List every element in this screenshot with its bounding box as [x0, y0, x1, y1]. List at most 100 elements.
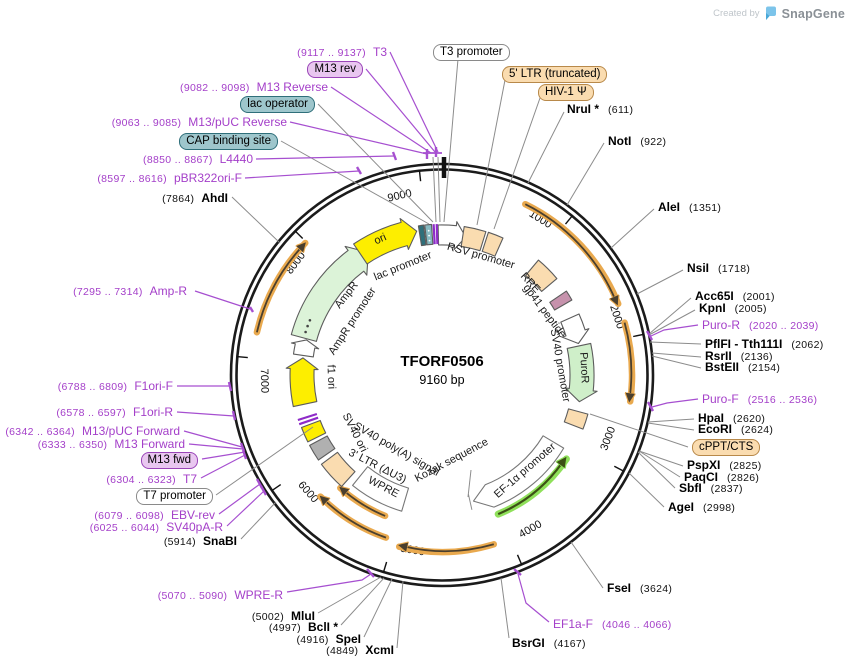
- callout-pspxi[interactable]: PspXI (2825): [687, 458, 762, 474]
- callout-position: (2001): [742, 291, 775, 303]
- callout-acc65i[interactable]: Acc65I (2001): [695, 289, 775, 305]
- callout-name: AgeI: [668, 500, 695, 514]
- callout-position: (2020 .. 2039): [749, 320, 819, 332]
- feature-ampr-promoter[interactable]: [290, 339, 320, 358]
- callout-bcli[interactable]: (4997) BclI *: [269, 620, 338, 636]
- feature-ori[interactable]: [353, 217, 418, 265]
- callout-puro-f[interactable]: Puro-F (2516 .. 2536): [702, 392, 817, 408]
- ring-tick-label: 3000: [598, 425, 618, 452]
- callout-puro-r[interactable]: Puro-R (2020 .. 2039): [702, 318, 819, 334]
- feature-lac-operator[interactable]: [424, 223, 434, 246]
- callout-position: (2624): [741, 424, 774, 436]
- callout-position: (7295 .. 7314): [73, 286, 143, 298]
- callout-t7-promoter[interactable]: T7 promoter: [136, 488, 213, 505]
- feature-3ltr-du3[interactable]: [320, 451, 356, 488]
- callout-t3-promoter[interactable]: T3 promoter: [433, 44, 510, 61]
- feature-f1-ori[interactable]: [285, 357, 319, 408]
- callout-position: (8597 .. 8616): [97, 173, 167, 185]
- callout-position: (2516 .. 2536): [747, 394, 818, 406]
- callout-noti[interactable]: NotI (922): [608, 134, 666, 150]
- callout-ef1a-f[interactable]: EF1a-F (4046 .. 4066): [553, 617, 672, 633]
- callout-agei[interactable]: AgeI (2998): [668, 500, 735, 516]
- callout-bsrgi[interactable]: BsrGI (4167): [512, 636, 586, 652]
- callout-sbfi[interactable]: SbfI (2837): [679, 481, 743, 497]
- callout-nrui[interactable]: NruI * (611): [567, 102, 633, 118]
- callout-pbr322ori-f[interactable]: (8597 .. 8616) pBR322ori-F: [97, 171, 242, 187]
- feature-5ltr-truncated[interactable]: [460, 226, 487, 252]
- callout-paqci[interactable]: PaqCI (2826): [684, 470, 759, 486]
- callout-name: BsrGI: [512, 636, 545, 650]
- feature-cppt-cts[interactable]: [563, 408, 589, 430]
- feature-sv40-promoter[interactable]: [560, 313, 590, 345]
- callout-sv40pa-r[interactable]: (6025 .. 6044) SV40pA-R: [90, 520, 223, 536]
- callout-f1ori-f[interactable]: (6788 .. 6809) F1ori-F: [58, 379, 173, 395]
- callout-snabi[interactable]: (5914) SnaBI: [164, 534, 237, 550]
- callout-name: EF1a-F: [553, 617, 594, 631]
- callout-ecori[interactable]: EcoRI (2624): [698, 422, 773, 438]
- callout-box-label: lac operator: [240, 96, 315, 113]
- callout-m13-reverse[interactable]: (9082 .. 9098) M13 Reverse: [180, 80, 328, 96]
- label-gp41-peptide[interactable]: gp41 peptide: [520, 282, 568, 340]
- callout-name: EBV-rev: [170, 508, 215, 522]
- label-f1-ori[interactable]: f1 ori: [325, 364, 338, 389]
- callout-xcmi[interactable]: (4849) XcmI: [326, 643, 394, 659]
- feature-hiv1-psi[interactable]: [481, 231, 504, 257]
- callout-wpre-r[interactable]: (5070 .. 5090) WPRE-R: [158, 588, 283, 604]
- callout-position: (2062): [791, 339, 824, 351]
- callout-hiv1-psi[interactable]: HIV-1 Ψ: [538, 84, 594, 101]
- callout-m13-puc-forward[interactable]: (6342 .. 6364) M13/pUC Forward: [5, 424, 180, 440]
- feature-rre[interactable]: [525, 259, 558, 292]
- callout-m13-puc-reverse[interactable]: (9063 .. 9085) M13/pUC Reverse: [112, 115, 287, 131]
- ring-tick-label: 4000: [517, 518, 544, 541]
- callout-kpni[interactable]: KpnI (2005): [699, 301, 767, 317]
- callout-name: NotI: [608, 134, 632, 148]
- callout-t3[interactable]: (9117 .. 9137) T3: [297, 45, 387, 61]
- callout-cap-binding-site[interactable]: CAP binding site: [179, 133, 278, 150]
- callout-name: NsiI: [687, 261, 710, 275]
- callout-box-label: T7 promoter: [136, 488, 213, 505]
- created-by-text: Created by: [713, 8, 760, 19]
- callout-t7[interactable]: (6304 .. 6323) T7: [106, 472, 197, 488]
- feature-puror[interactable]: [564, 342, 598, 403]
- callout-ebv-rev[interactable]: (6079 .. 6098) EBV-rev: [94, 508, 215, 524]
- callout-m13-forward[interactable]: (6333 .. 6350) M13 Forward: [38, 437, 185, 453]
- callout-fsei[interactable]: FseI (3624): [607, 581, 672, 597]
- callout-rsrii[interactable]: RsrII (2136): [705, 349, 773, 365]
- callout-alei[interactable]: AleI (1351): [658, 200, 721, 216]
- feature-gp41-peptide[interactable]: [549, 290, 573, 311]
- callout-mlui[interactable]: (5002) MluI: [252, 609, 315, 625]
- callout-name: WPRE-R: [234, 588, 283, 602]
- feature-ef1a-promoter[interactable]: [472, 435, 565, 508]
- callout-box-label: HIV-1 Ψ: [538, 84, 594, 101]
- feature-misc-gray[interactable]: [309, 435, 336, 461]
- callout-bsteii[interactable]: BstEII (2154): [705, 360, 780, 376]
- callout-cppt-cts[interactable]: cPPT/CTS: [692, 439, 761, 456]
- callout-position: (6025 .. 6044): [89, 522, 160, 534]
- callout-position: (6342 .. 6364): [5, 426, 75, 438]
- feature-cap-binding-site[interactable]: [417, 224, 427, 247]
- callout-l4440[interactable]: (8850 .. 8867) L4440: [143, 152, 253, 168]
- label-ori[interactable]: ori: [372, 231, 388, 247]
- feature-rsv-promoter[interactable]: [437, 221, 467, 251]
- callout-box-label: T3 promoter: [433, 44, 510, 61]
- callout-lac-operator[interactable]: lac operator: [240, 96, 315, 113]
- callout-amp-r[interactable]: (7295 .. 7314) Amp-R: [73, 284, 187, 300]
- callout-name: Amp-R: [149, 284, 187, 298]
- callout-position: (6304 .. 6323): [106, 474, 176, 486]
- label-puror[interactable]: PuroR: [577, 352, 591, 384]
- ampr-signal-dots: [304, 319, 312, 334]
- callout-name: F1ori-F: [134, 379, 173, 393]
- callout-pflfi-tth111i[interactable]: PflFI - Tth111I (2062): [705, 337, 824, 353]
- callout-nsii[interactable]: NsiI (1718): [687, 261, 750, 277]
- callout-ahdi[interactable]: (7864) AhdI: [162, 191, 228, 207]
- callout-hpai[interactable]: HpaI (2620): [698, 411, 765, 427]
- feature-sv40-polya[interactable]: [300, 419, 327, 443]
- callout-f1ori-r[interactable]: (6578 .. 6597) F1ori-R: [56, 405, 173, 421]
- snapgene-watermark: Created by SnapGene: [713, 6, 845, 21]
- callout-5ltr-truncated[interactable]: 5' LTR (truncated): [502, 66, 608, 83]
- feature-wpre[interactable]: [352, 466, 410, 512]
- label-ef1a-promoter[interactable]: EF-1α promoter: [492, 441, 558, 501]
- callout-m13-rev[interactable]: M13 rev: [307, 61, 363, 78]
- callout-m13-fwd[interactable]: M13 fwd: [140, 452, 198, 469]
- callout-spei[interactable]: (4916) SpeI: [297, 632, 362, 648]
